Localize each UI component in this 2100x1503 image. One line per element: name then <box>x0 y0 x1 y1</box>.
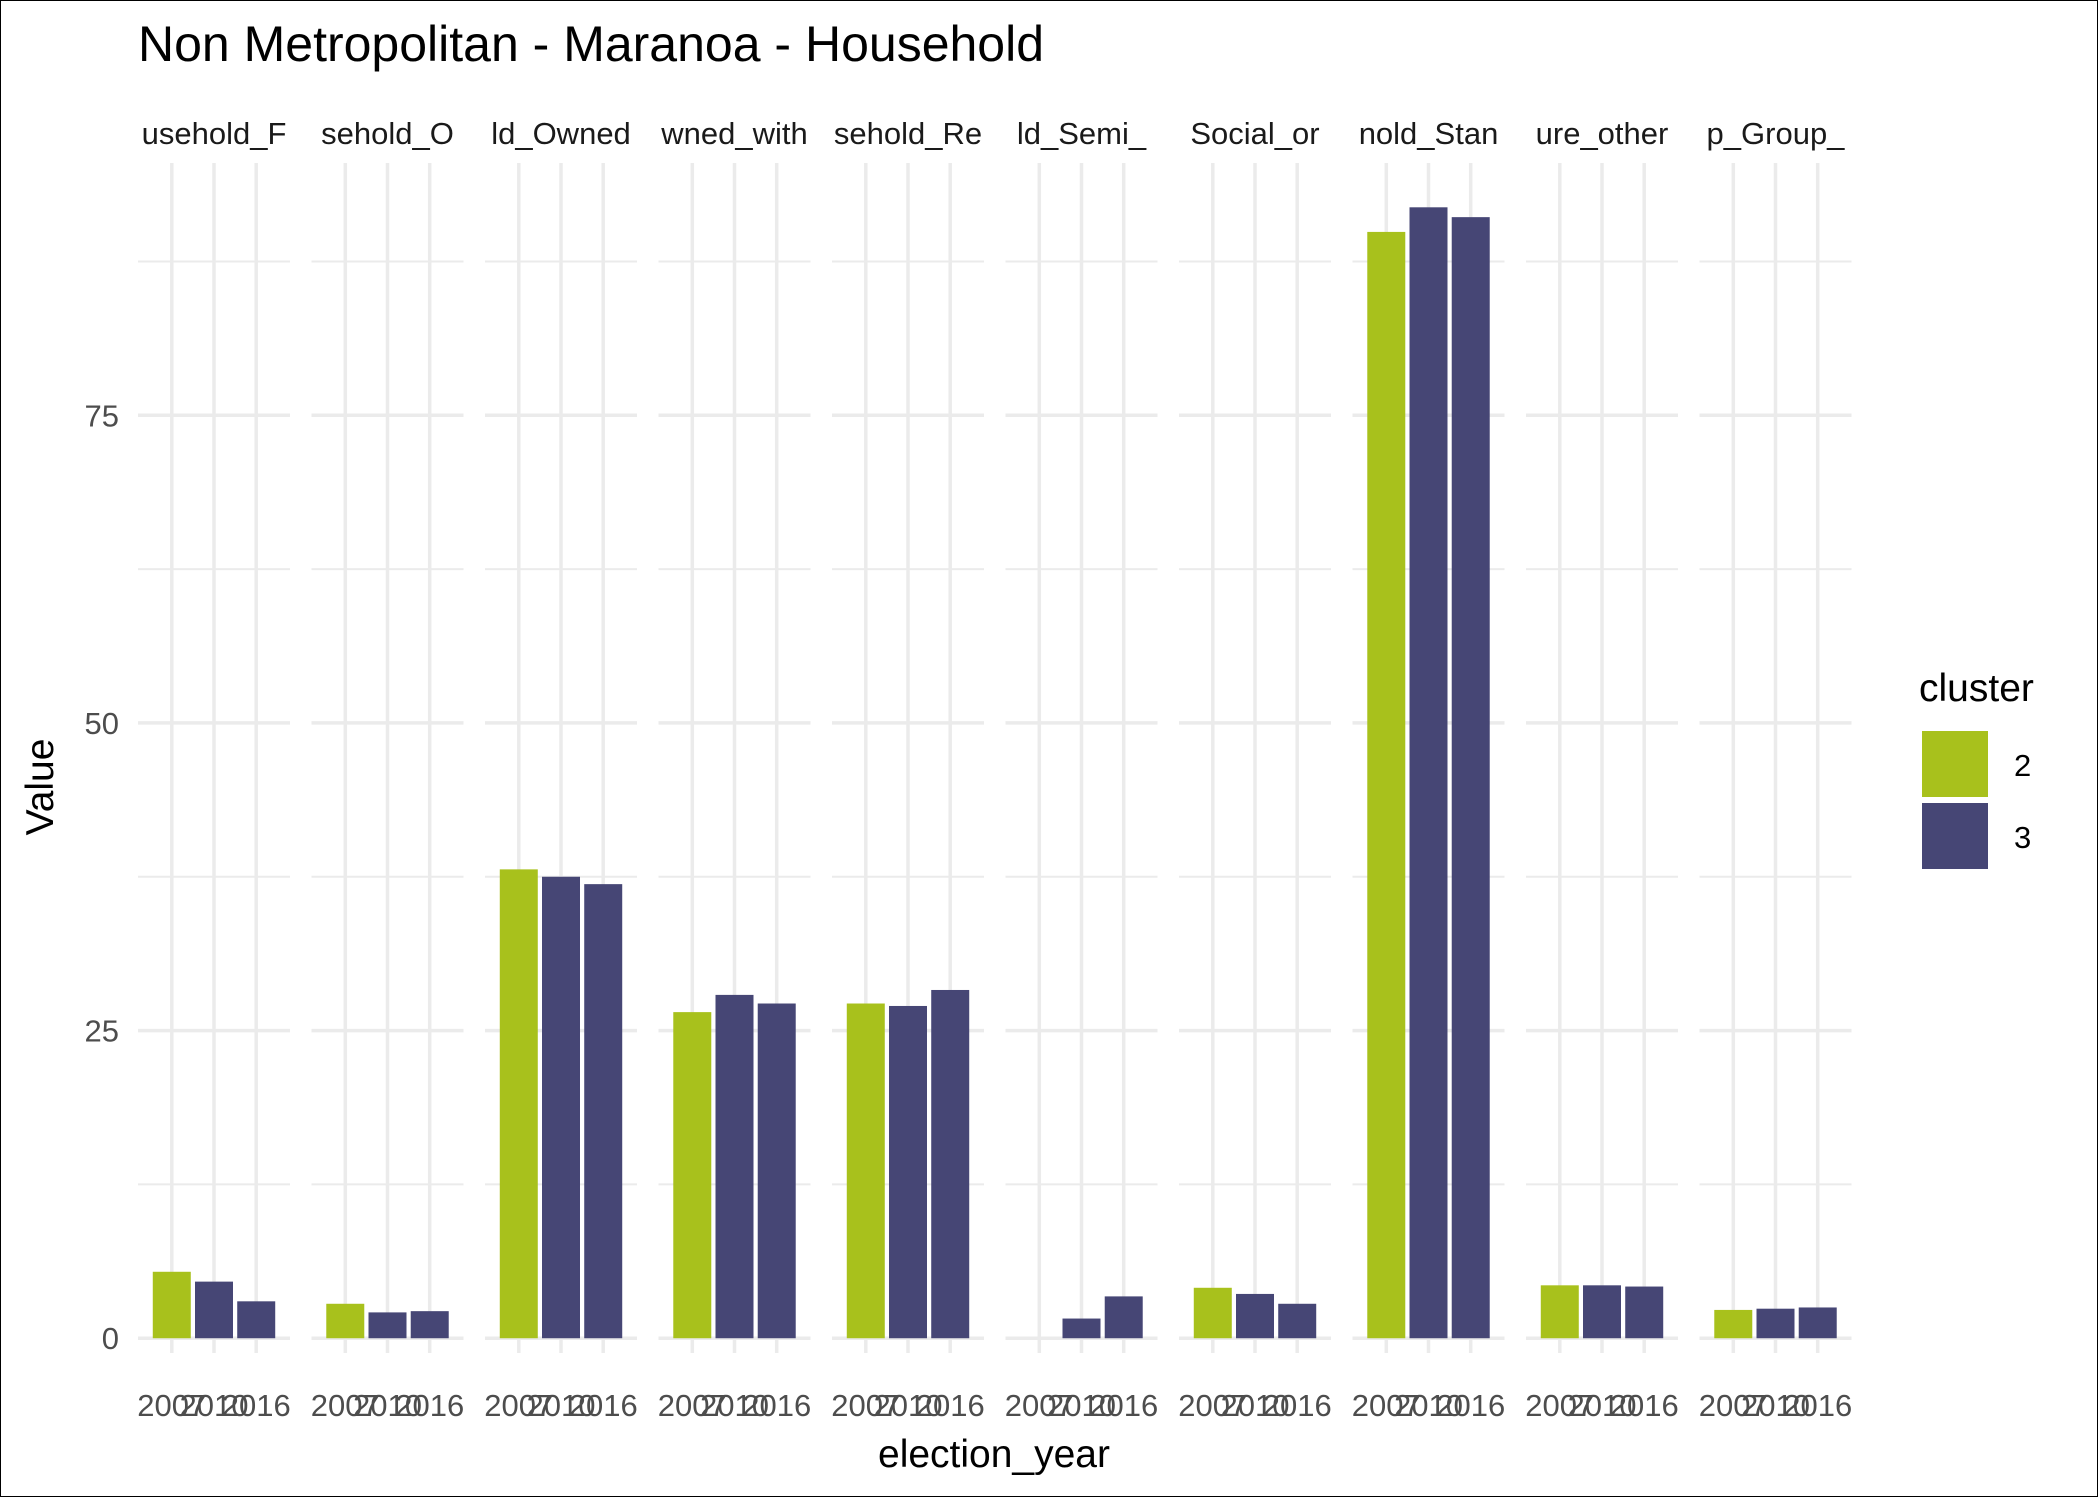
facet-strip-label: sehold_O <box>321 116 454 151</box>
bar-Social_or-2010 <box>1236 1294 1274 1338</box>
bar-sehold_Re-2007 <box>847 1004 885 1339</box>
bar-layer <box>153 207 1837 1338</box>
legend-label-cluster-2: 2 <box>2014 748 2031 783</box>
bar-p_Group_-2010 <box>1757 1309 1795 1339</box>
bar-nold_Stan-2007 <box>1367 232 1405 1338</box>
bar-Social_or-2007 <box>1194 1288 1232 1338</box>
facet-strip-label: p_Group_ <box>1707 116 1846 151</box>
x-tick-label: 2016 <box>1089 1388 1158 1423</box>
bar-sehold_O-2007 <box>326 1304 364 1338</box>
facet-strip-label: wned_with <box>660 116 807 151</box>
x-tick-label: 2016 <box>1783 1388 1852 1423</box>
facet-label-layer: usehold_F sehold_O ld_Owned wned_with sehold… <box>142 116 1846 151</box>
bar-p_Group_-2007 <box>1714 1310 1752 1338</box>
x-tick-label: 2016 <box>569 1388 638 1423</box>
bar-usehold_F-2016 <box>237 1301 275 1338</box>
bar-ld_Semi_-2016 <box>1105 1296 1143 1338</box>
facet-strip-label: usehold_F <box>142 116 287 151</box>
facet-strip-label: nold_Stan <box>1359 116 1499 151</box>
legend: cluster 2 3 <box>1919 667 2034 869</box>
grid-layer <box>138 163 1852 1353</box>
legend-title: cluster <box>1919 667 2034 710</box>
bar-ure_other-2010 <box>1583 1285 1621 1338</box>
x-tick-label: 2016 <box>916 1388 985 1423</box>
bar-usehold_F-2010 <box>195 1282 233 1339</box>
x-tick-label: 2016 <box>1436 1388 1505 1423</box>
bar-nold_Stan-2010 <box>1410 207 1448 1338</box>
bar-usehold_F-2007 <box>153 1272 191 1338</box>
chart-title: Non Metropolitan - Maranoa - Household <box>138 16 1044 72</box>
x-tick-label: 2016 <box>395 1388 464 1423</box>
facet-strip-label: ld_Semi_ <box>1017 116 1147 151</box>
x-tick-label: 2016 <box>742 1388 811 1423</box>
y-tick-label: 75 <box>85 398 119 433</box>
x-axis-label: election_year <box>878 1433 1110 1476</box>
bar-Social_or-2016 <box>1278 1304 1316 1338</box>
bar-sehold_O-2016 <box>411 1311 449 1338</box>
legend-key-cluster-3 <box>1922 803 1988 869</box>
bar-ld_Owned-2016 <box>584 884 622 1338</box>
facet-strip-label: ld_Owned <box>491 116 631 151</box>
x-tick-label: 2016 <box>222 1388 291 1423</box>
legend-key-cluster-2 <box>1922 731 1988 797</box>
bar-nold_Stan-2016 <box>1452 217 1490 1338</box>
bar-sehold_Re-2010 <box>889 1006 927 1338</box>
bar-sehold_Re-2016 <box>931 990 969 1338</box>
facet-strip-label: ure_other <box>1536 116 1669 151</box>
bar-sehold_O-2010 <box>369 1312 407 1338</box>
bar-ure_other-2016 <box>1625 1287 1663 1339</box>
facet-strip-label: sehold_Re <box>834 116 982 151</box>
y-tick-label: 25 <box>85 1014 119 1049</box>
y-tick-label: 0 <box>102 1321 119 1356</box>
bar-ld_Owned-2007 <box>500 869 538 1338</box>
x-tick-label: 2016 <box>1610 1388 1679 1423</box>
bar-wned_with-2007 <box>673 1012 711 1338</box>
bar-wned_with-2010 <box>716 995 754 1338</box>
x-tick-label: 2016 <box>1263 1388 1332 1423</box>
bar-ure_other-2007 <box>1541 1285 1579 1338</box>
bar-ld_Owned-2010 <box>542 877 580 1338</box>
legend-label-cluster-3: 3 <box>2014 820 2031 855</box>
y-tick-label: 50 <box>85 706 119 741</box>
facet-strip-label: Social_or <box>1190 116 1319 151</box>
bar-ld_Semi_-2010 <box>1063 1319 1101 1339</box>
bar-wned_with-2016 <box>758 1004 796 1339</box>
bar-p_Group_-2016 <box>1799 1307 1837 1338</box>
y-axis-label: Value <box>19 739 62 836</box>
